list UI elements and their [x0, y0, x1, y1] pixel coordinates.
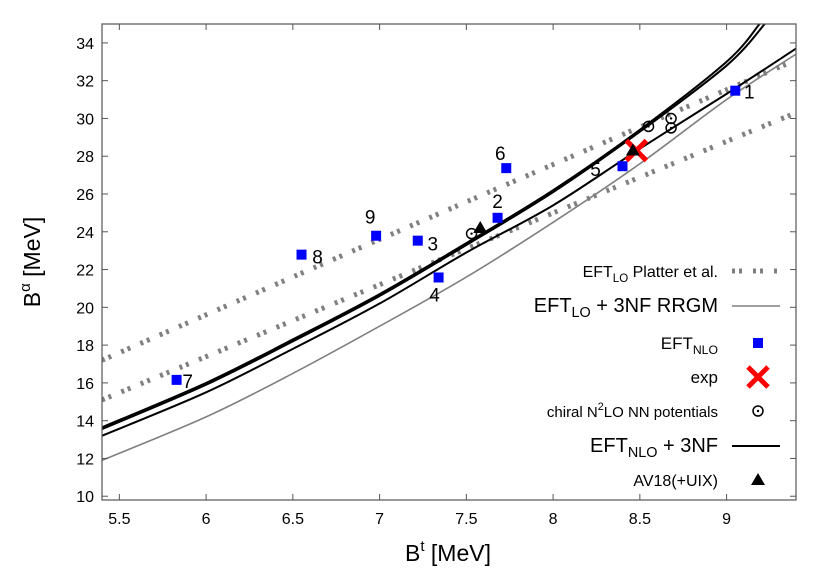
point-label: 6 [495, 144, 506, 165]
y-tick-label: 16 [76, 376, 94, 393]
nlo-point [433, 272, 444, 283]
x-axis-label: Bt [MeV] [405, 538, 491, 566]
chiral-point [665, 122, 677, 134]
chiral-point-dot [647, 125, 650, 128]
y-tick-label: 14 [76, 414, 94, 431]
nlo-point [296, 249, 307, 260]
y-tick-label: 28 [76, 149, 94, 166]
x-tick-label: 8 [549, 511, 558, 528]
legend-label-exp: exp [691, 368, 718, 387]
nlo-point [617, 161, 628, 172]
y-tick-label: 34 [76, 36, 94, 53]
y-tick-label: 10 [76, 489, 94, 506]
nlo-point [412, 235, 423, 246]
y-axis-label: Bα [MeV] [17, 217, 45, 307]
y-tick-label: 12 [76, 451, 94, 468]
y-tick-label: 30 [76, 111, 94, 128]
x-tick-label: 8.5 [629, 511, 651, 528]
nlo-point [730, 85, 741, 96]
x-tick-label: 5.5 [108, 511, 130, 528]
point-label: 1 [744, 83, 755, 104]
chiral-point-dot [470, 232, 473, 235]
chiral-point-dot [669, 117, 673, 120]
legend-label-av18: AV18(+UIX) [633, 473, 718, 490]
av18-point [473, 221, 488, 233]
nlo3nf-line [102, 24, 766, 431]
legend-label-chiral: chiral N2LO NN potentials [547, 401, 718, 421]
point-label: 5 [590, 160, 601, 181]
platter-line [102, 57, 796, 363]
legend-label-rrgm: EFTLO + 3NF RRGM [534, 295, 718, 321]
av18-point [625, 143, 640, 156]
nlo3nf-line [102, 47, 796, 437]
y-tick-label: 20 [76, 300, 94, 317]
legend-sample-av18 [751, 473, 765, 485]
nlo-point [171, 374, 182, 385]
point-label: 7 [182, 372, 193, 393]
nlo-point [501, 163, 512, 174]
x-tick-label: 6 [202, 511, 211, 528]
legend-label-nlo: EFTNLO [661, 334, 718, 357]
chiral-point-dot [669, 126, 673, 130]
x-tick-label: 7.5 [455, 511, 477, 528]
y-tick-label: 26 [76, 187, 94, 204]
legend-label-nlo3nf: EFTNLO + 3NF [590, 435, 718, 461]
chiral-point [465, 227, 478, 240]
point-label: 2 [492, 192, 503, 213]
plot-frame [101, 23, 797, 501]
legend-sample-nlo [753, 338, 763, 348]
point-label: 8 [312, 248, 323, 269]
axes: 5.5 6 6.5 7 7.5 8 8.5 9101214161820222426283032… [76, 24, 796, 528]
x-tick-label: 9 [722, 511, 731, 528]
legend-sample-exp-b [746, 365, 770, 389]
y-tick-label: 32 [76, 74, 94, 91]
nlo-point [492, 212, 503, 223]
y-tick-label: 24 [76, 225, 94, 242]
legend: EFTLO Platter et al. EFTLO + 3NF RRGM EFTN… [534, 264, 780, 490]
point-label: 9 [365, 208, 376, 229]
nlo-point [371, 230, 382, 241]
rrgm-line [102, 53, 796, 462]
legend-sample-chiral-dot [756, 409, 760, 413]
x-tick-label: 6.5 [282, 511, 304, 528]
plot-marks: 1 2 3 4 5 6 7 8 9 [102, 24, 796, 462]
nlo3nf-line [102, 24, 761, 429]
chiral-point [642, 120, 655, 133]
plot-area [102, 24, 796, 462]
legend-label-platter: EFTLO Platter et al. [583, 264, 718, 285]
y-tick-label: 18 [76, 338, 94, 355]
x-tick-label: 7 [375, 511, 384, 528]
y-tick-label: 22 [76, 263, 94, 280]
legend-sample-chiral [752, 405, 764, 417]
point-label: 3 [427, 235, 438, 256]
point-label: 4 [429, 285, 440, 306]
